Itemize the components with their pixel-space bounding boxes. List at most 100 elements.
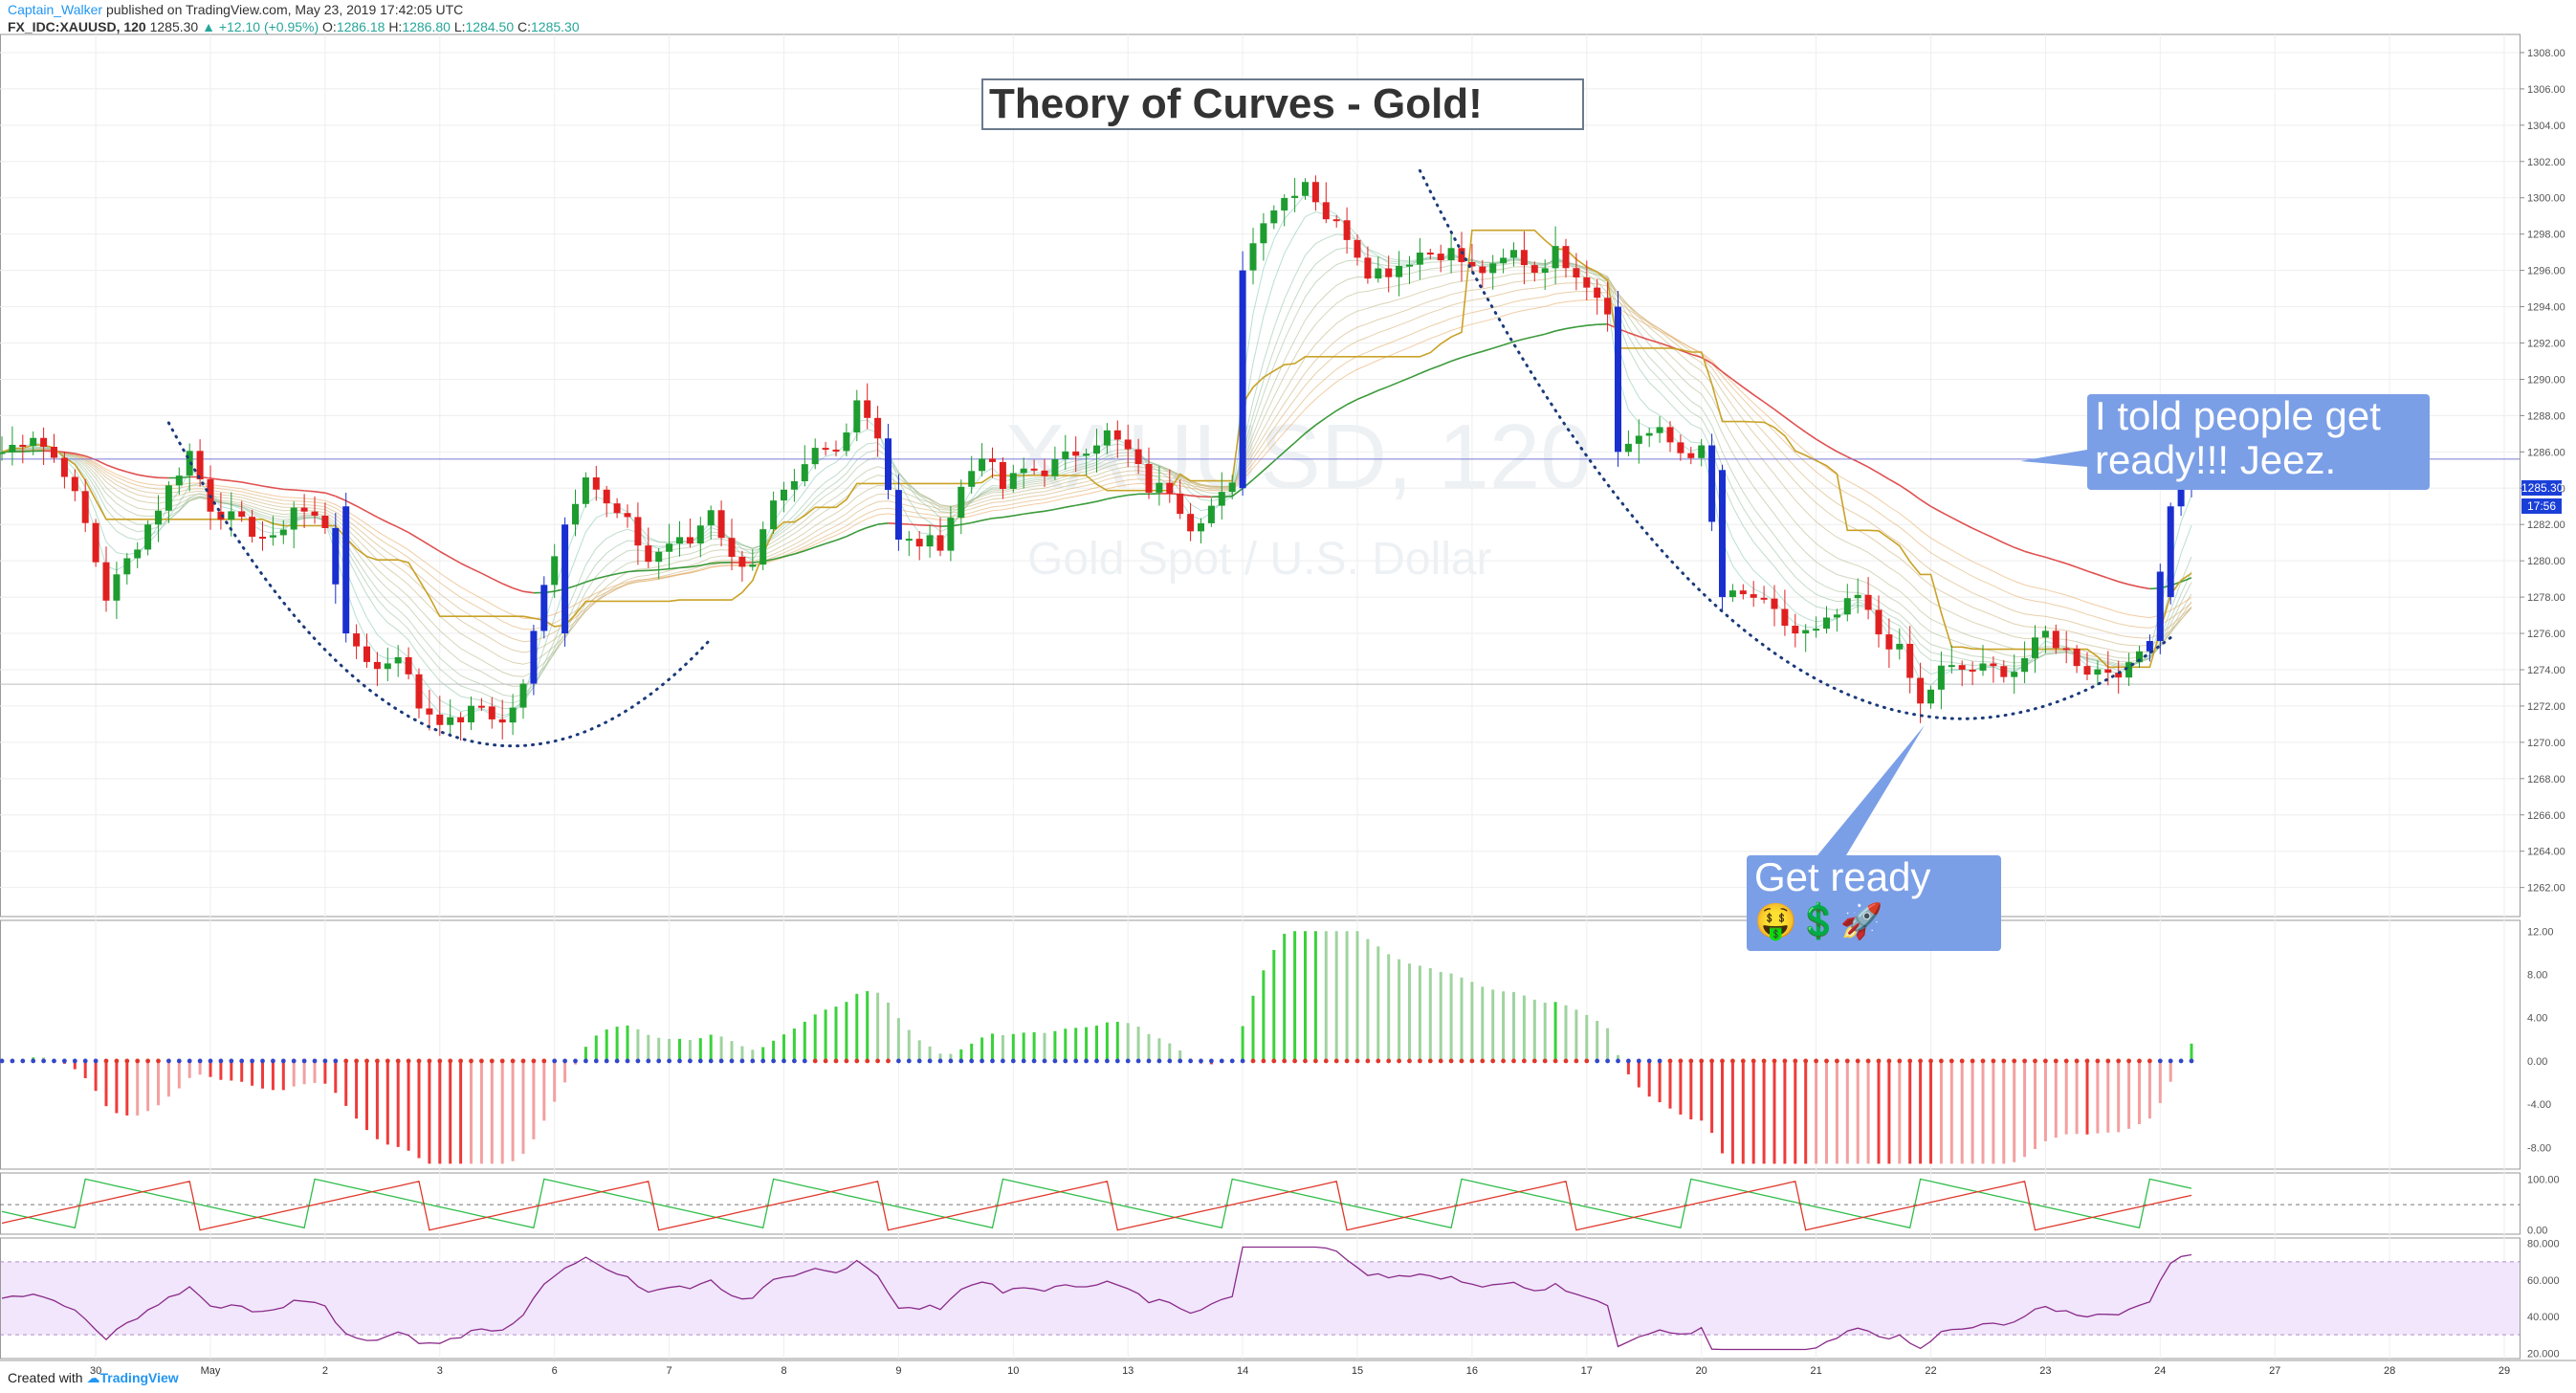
candle-body bbox=[1823, 617, 1830, 630]
candle-body bbox=[1760, 597, 1768, 600]
candle-body bbox=[2041, 630, 2049, 638]
watermark-description: Gold Spot / U.S. Dollar bbox=[1027, 534, 1492, 585]
slow-ma-line bbox=[1763, 401, 1775, 410]
zero-dot bbox=[229, 1058, 234, 1064]
zero-dot bbox=[62, 1058, 67, 1064]
slow-ma-line bbox=[262, 485, 274, 489]
zero-dot bbox=[458, 1058, 463, 1064]
zero-dot bbox=[1323, 1058, 1329, 1064]
author-link[interactable]: Captain_Walker bbox=[8, 2, 103, 17]
slow-ma-line bbox=[294, 489, 305, 492]
time-tick-label: 20 bbox=[1696, 1365, 1707, 1377]
zero-dot bbox=[1313, 1058, 1318, 1064]
zero-dot bbox=[427, 1058, 432, 1064]
zero-dot bbox=[854, 1058, 860, 1064]
candle-body bbox=[738, 557, 746, 567]
zero-dot bbox=[1595, 1058, 1600, 1064]
candle-body bbox=[2032, 637, 2038, 658]
zero-dot bbox=[1720, 1058, 1725, 1064]
candle-body bbox=[0, 452, 6, 454]
candle-body bbox=[394, 656, 402, 664]
candle-body bbox=[1677, 442, 1684, 453]
candle-body bbox=[968, 471, 976, 487]
candle-body bbox=[1228, 482, 1236, 493]
candle-body bbox=[92, 522, 99, 563]
slow-ma-line bbox=[1252, 470, 1265, 480]
slow-ma-line bbox=[1314, 416, 1327, 426]
slow-ma-line bbox=[481, 572, 493, 580]
candle-body bbox=[717, 510, 725, 539]
slow-ma-line bbox=[669, 566, 680, 570]
candle-body bbox=[1750, 594, 1757, 598]
price-tick-label: 1274.00 bbox=[2527, 665, 2565, 676]
candle-body bbox=[915, 539, 923, 547]
zero-dot bbox=[1980, 1058, 1986, 1064]
slow-ma-line bbox=[1461, 353, 1473, 359]
symbol-label[interactable]: FX_IDC:XAUUSD, 120 bbox=[8, 19, 146, 34]
candle-body bbox=[1145, 463, 1153, 493]
zero-dot bbox=[41, 1058, 46, 1064]
time-tick-label: 15 bbox=[1352, 1365, 1363, 1377]
low-label: L: bbox=[453, 19, 466, 34]
candle-body bbox=[811, 448, 819, 465]
slow-ma-line bbox=[75, 453, 86, 457]
slow-ma-line bbox=[1961, 521, 1973, 529]
zero-dot bbox=[364, 1058, 369, 1064]
zero-dot bbox=[31, 1058, 36, 1064]
zero-dot bbox=[1511, 1058, 1516, 1064]
candle-body bbox=[332, 527, 340, 585]
zero-dot bbox=[562, 1058, 567, 1064]
zero-dot bbox=[291, 1058, 297, 1064]
callout-bottom[interactable]: Get ready 🤑💲🚀 bbox=[1747, 855, 2001, 951]
candle-body bbox=[999, 461, 1006, 490]
callout-top[interactable]: I told people get ready!!! Jeez. bbox=[2087, 394, 2430, 490]
zero-dot bbox=[937, 1058, 943, 1064]
candle-body bbox=[2136, 651, 2143, 663]
slow-ma-line bbox=[1263, 460, 1275, 472]
candle-body bbox=[1218, 492, 1225, 506]
slow-ma-line bbox=[2107, 577, 2119, 583]
zero-dot bbox=[1793, 1058, 1798, 1064]
slow-ma-line bbox=[867, 523, 878, 529]
candle-body bbox=[728, 538, 736, 558]
slow-ma-line bbox=[397, 526, 409, 534]
slow-ma-line bbox=[2014, 546, 2025, 553]
zero-dot bbox=[1531, 1058, 1537, 1064]
slow-ma-line bbox=[2045, 556, 2057, 562]
slow-ma-line bbox=[1024, 511, 1035, 516]
candle-body bbox=[666, 543, 673, 552]
chart-title-box[interactable]: Theory of Curves - Gold! bbox=[981, 78, 1584, 130]
zero-dot bbox=[656, 1058, 662, 1064]
zero-dot bbox=[2012, 1058, 2017, 1064]
candle-body bbox=[249, 517, 256, 538]
candle-body bbox=[1541, 268, 1549, 274]
candle-body bbox=[822, 448, 829, 451]
candle-body bbox=[1093, 445, 1100, 454]
slow-ma-line bbox=[1659, 342, 1671, 347]
slow-ma-line bbox=[1909, 491, 1922, 500]
zero-dot bbox=[1459, 1058, 1464, 1064]
candle-body bbox=[1843, 598, 1851, 615]
zero-dot bbox=[1407, 1058, 1412, 1064]
slow-ma-line bbox=[596, 575, 607, 580]
tradingview-brand[interactable]: TradingView bbox=[99, 1370, 179, 1385]
candle-body bbox=[477, 705, 485, 708]
slow-ma-line bbox=[616, 570, 628, 575]
hist-tick-label: 8.00 bbox=[2527, 970, 2547, 982]
footer: Created with ☁TradingView bbox=[8, 1370, 179, 1386]
candle-body bbox=[468, 705, 474, 723]
close-value: 1285.30 bbox=[531, 19, 580, 34]
slow-ma-line bbox=[1065, 504, 1076, 508]
zero-dot bbox=[739, 1058, 745, 1064]
zero-dot bbox=[916, 1058, 922, 1064]
slow-ma-line bbox=[1930, 505, 1942, 513]
price-tick-label: 1296.00 bbox=[2527, 266, 2565, 277]
candle-body bbox=[1437, 254, 1444, 261]
zero-dot bbox=[2033, 1058, 2037, 1064]
candle-body bbox=[1198, 522, 1204, 532]
zero-dot bbox=[135, 1058, 141, 1064]
candle-body bbox=[1177, 493, 1184, 515]
candle-body bbox=[1489, 263, 1497, 274]
zero-dot bbox=[260, 1058, 265, 1064]
